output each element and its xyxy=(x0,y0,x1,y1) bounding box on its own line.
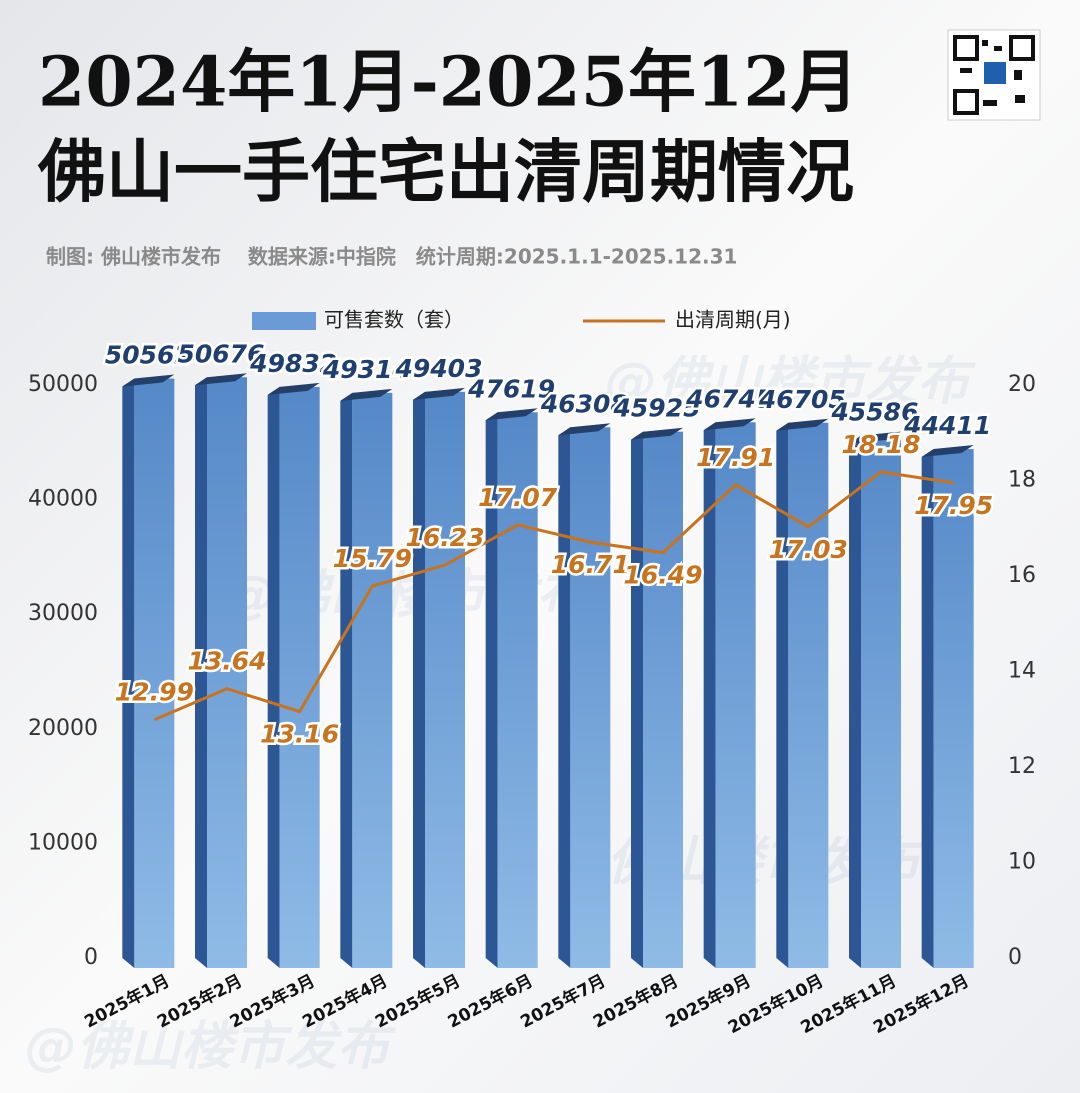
bar-top xyxy=(631,427,683,440)
chart-title: 2024年1月-2025年12月 xyxy=(38,43,859,123)
bar-side xyxy=(195,377,207,968)
watermark: @佛山楼市发布 xyxy=(25,1017,396,1077)
bar xyxy=(425,391,465,968)
y-tick-label: 30000 xyxy=(28,601,98,626)
bar-value-label: 46745 xyxy=(685,384,773,413)
bar-value-label: 50562 xyxy=(105,341,192,370)
bar-side xyxy=(340,392,353,968)
bar-value-label: 46308 xyxy=(540,389,628,418)
bar-value-label: 45925 xyxy=(613,394,701,423)
line-value-label: 13.64 xyxy=(187,647,266,676)
line-value-label: 12.99 xyxy=(115,678,194,707)
legend-label: 出清周期(月) xyxy=(675,308,791,332)
bar-top xyxy=(340,388,393,401)
legend-label: 可售套数（套） xyxy=(324,308,464,332)
bar-top xyxy=(413,387,465,400)
y-tick-label: 50000 xyxy=(28,372,98,397)
bar-top xyxy=(122,374,175,387)
y-tick-label: 40000 xyxy=(28,487,98,512)
line-value-label: 17.95 xyxy=(914,491,993,520)
y-tick-label: 0 xyxy=(84,945,98,970)
bar xyxy=(643,431,683,969)
chart-title: 佛山一手住宅出清周期情况 xyxy=(37,133,854,213)
bar-value-label: 49314 xyxy=(322,355,410,384)
bar-value-label: 46705 xyxy=(758,385,846,414)
line-value-label: 16.23 xyxy=(405,523,484,552)
bar-side xyxy=(921,449,934,968)
bar xyxy=(933,449,974,968)
bar xyxy=(497,412,538,968)
bar-side xyxy=(122,378,135,969)
line-value-label: 17.07 xyxy=(478,483,558,512)
y2-tick-label: 16 xyxy=(1008,563,1036,588)
bar-side xyxy=(267,386,280,968)
line-value-label: 16.71 xyxy=(551,550,630,579)
bar xyxy=(570,427,611,969)
bar-value-label: 50676 xyxy=(178,339,265,368)
bar-side xyxy=(413,391,425,968)
line-value-label: 17.91 xyxy=(696,443,775,472)
line-value-label: 15.79 xyxy=(333,544,412,573)
y2-tick-label: 14 xyxy=(1008,659,1036,684)
qr-code xyxy=(947,29,1041,121)
legend-swatch xyxy=(252,312,316,330)
y2-tick-label: 18 xyxy=(1008,468,1036,493)
y-tick-label: 10000 xyxy=(28,830,98,855)
bar-side xyxy=(558,427,571,969)
bar xyxy=(352,392,393,968)
bar xyxy=(279,386,320,968)
y-tick-label: 20000 xyxy=(28,716,98,741)
bar-value-label: 49832 xyxy=(249,349,337,378)
bar xyxy=(788,422,829,968)
y2-tick-label: 10 xyxy=(1008,850,1036,875)
bar-top xyxy=(558,423,611,436)
bar xyxy=(207,377,247,968)
line xyxy=(153,470,954,722)
bar-top xyxy=(921,445,974,458)
bar-side xyxy=(485,412,498,968)
bar-value-label: 47619 xyxy=(467,374,555,403)
bar-top xyxy=(485,408,538,421)
bar-side xyxy=(703,422,716,968)
y2-tick-label: 12 xyxy=(1008,754,1036,779)
line-value-label: 17.03 xyxy=(769,535,848,564)
line-value-label: 13.16 xyxy=(260,720,339,749)
bar xyxy=(861,435,901,968)
bar-value-label: 45586 xyxy=(831,398,919,427)
bar-side xyxy=(631,431,643,969)
bar-top xyxy=(849,431,901,444)
watermark: @佛山楼市发布 xyxy=(605,352,976,412)
bar-top xyxy=(776,418,829,431)
y2-tick-label: 20 xyxy=(1008,372,1036,397)
line-value-label: 18.18 xyxy=(841,430,920,459)
bar-top xyxy=(267,382,320,395)
bar xyxy=(715,422,756,968)
bar-side xyxy=(776,422,789,968)
note: 制图: 佛山楼市发布 数据来源:中指院 统计周期:2025.1.1-2025.1… xyxy=(46,245,737,269)
y2-tick-label: 0 xyxy=(1008,945,1022,970)
bar xyxy=(134,378,175,969)
bar-top xyxy=(195,373,247,386)
bar-value-label: 49403 xyxy=(395,354,483,383)
bar-value-label: 44411 xyxy=(903,411,991,440)
bar-top xyxy=(703,418,756,431)
bar-side xyxy=(849,435,861,968)
legend: 可售套数（套） 出清周期(月) xyxy=(252,308,791,332)
line-value-label: 16.49 xyxy=(623,561,702,590)
